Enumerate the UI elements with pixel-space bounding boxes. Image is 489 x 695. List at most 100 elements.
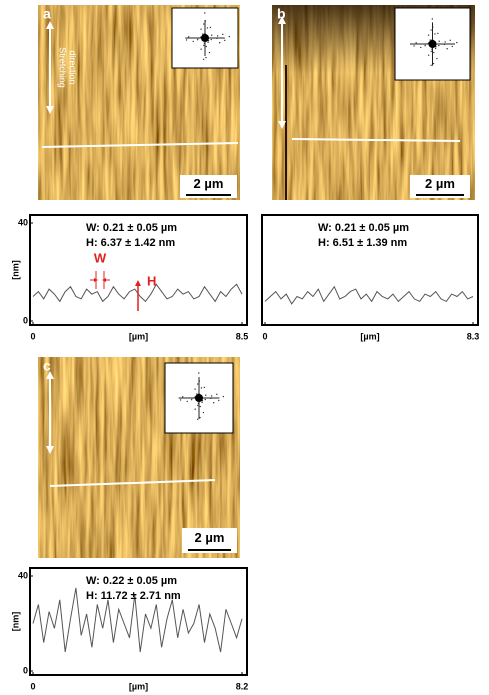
fft-dot <box>436 58 437 59</box>
fft-dot <box>444 41 445 42</box>
fft-dot <box>188 36 189 37</box>
fft-dot <box>180 399 181 400</box>
fft-dot <box>207 42 208 43</box>
fft-dot <box>197 419 198 420</box>
fft-dot <box>205 57 206 58</box>
fft-dot <box>424 45 425 46</box>
fft-center <box>201 34 209 42</box>
fft-dot <box>205 399 206 400</box>
fft-dot <box>433 63 434 64</box>
fft-dot <box>199 417 200 418</box>
fft-dot <box>219 42 220 43</box>
fft-dot <box>191 399 192 400</box>
fft-dot <box>187 401 188 402</box>
y-axis-label: [nm] <box>10 260 20 280</box>
fft-dot <box>420 47 421 48</box>
height-marker: H <box>147 273 156 288</box>
fft-dot <box>204 12 205 13</box>
y-tick-label: 0 <box>23 315 28 325</box>
fft-dot <box>446 48 447 49</box>
fft-dot <box>428 34 429 35</box>
x-tick-label: 8.2 <box>236 681 249 691</box>
fft-dot <box>413 45 414 46</box>
x-tick-label: 0 <box>30 331 35 341</box>
scale-bar-label: 2 µm <box>195 530 225 545</box>
panel-label: c <box>43 358 51 374</box>
fft-dot <box>211 35 212 36</box>
fft-dot <box>204 387 205 388</box>
x-tick-label: 8.3 <box>467 331 480 341</box>
fft-dot <box>201 402 202 403</box>
x-axis-label: [µm] <box>360 331 379 341</box>
fft-dot <box>452 46 453 47</box>
fft-dot <box>216 394 217 395</box>
fft-dot <box>222 34 223 35</box>
fft-dot <box>431 51 432 52</box>
fft-dot <box>200 28 201 29</box>
fft-dot <box>224 40 225 41</box>
fft-dot <box>415 42 416 43</box>
profile-annotation: H: 11.72 ± 2.71 nm <box>86 590 181 602</box>
fft-center <box>195 394 203 402</box>
x-axis-label: [µm] <box>129 331 148 341</box>
x-tick-label: 0 <box>30 681 35 691</box>
direction-label: direction <box>68 50 78 84</box>
fft-center <box>429 40 437 48</box>
fft-dot <box>433 52 434 53</box>
fft-dot <box>434 33 435 34</box>
scale-bar-label: 2 µm <box>194 176 224 191</box>
fft-dot <box>203 23 204 24</box>
fft-dot <box>450 40 451 41</box>
profile-annotation: H: 6.51 ± 1.39 nm <box>318 237 407 249</box>
x-axis-label: [µm] <box>129 681 148 691</box>
fft-dot <box>186 39 187 40</box>
fft-dot <box>200 48 201 49</box>
fft-dot <box>206 46 207 47</box>
fft-dot <box>203 45 204 46</box>
fft-dot <box>432 18 433 19</box>
fft-dot <box>211 395 212 396</box>
x-tick-label: 8.5 <box>236 331 249 341</box>
direction-label: Stretching <box>58 47 68 88</box>
y-axis-label: [nm] <box>10 612 20 632</box>
fft-dot <box>456 42 457 43</box>
fft-dot <box>197 383 198 384</box>
y-tick-label: 40 <box>18 570 28 580</box>
fft-dot <box>209 52 210 53</box>
fft-dot <box>200 406 201 407</box>
profile-annotation: W: 0.21 ± 0.05 µm <box>318 222 409 234</box>
fft-dot <box>438 45 439 46</box>
fft-dot <box>193 41 194 42</box>
y-tick-label: 0 <box>23 665 28 675</box>
fft-dot <box>439 41 440 42</box>
y-tick-label: 40 <box>18 217 28 227</box>
fft-dot <box>430 29 431 30</box>
fft-dot <box>435 48 436 49</box>
fft-dot <box>437 33 438 34</box>
fft-dot <box>198 372 199 373</box>
figure: a2 µmStretchingdirectionb2 µmc2 µm04008.… <box>0 0 489 695</box>
profile-annotation: W: 0.22 ± 0.05 µm <box>86 575 177 587</box>
fft-dot <box>197 39 198 40</box>
profile-annotation: H: 6.37 ± 1.42 nm <box>86 237 175 249</box>
width-marker: W <box>94 250 107 265</box>
fft-dot <box>430 65 431 66</box>
scale-bar-label: 2 µm <box>425 176 455 191</box>
fft-dot <box>211 39 212 40</box>
fft-dot <box>213 402 214 403</box>
fft-dot <box>210 27 211 28</box>
fft-dot <box>182 396 183 397</box>
panel-label: a <box>43 6 51 22</box>
fft-dot <box>217 35 218 36</box>
fft-dot <box>203 412 204 413</box>
profile-annotation: W: 0.21 ± 0.05 µm <box>86 222 177 234</box>
fft-dot <box>428 54 429 55</box>
fft-dot <box>207 27 208 28</box>
fft-dot <box>197 405 198 406</box>
x-tick-label: 0 <box>262 331 267 341</box>
fft-dot <box>194 408 195 409</box>
fft-dot <box>229 36 230 37</box>
fft-dot <box>203 59 204 60</box>
fft-dot <box>218 400 219 401</box>
fft-dot <box>205 395 206 396</box>
